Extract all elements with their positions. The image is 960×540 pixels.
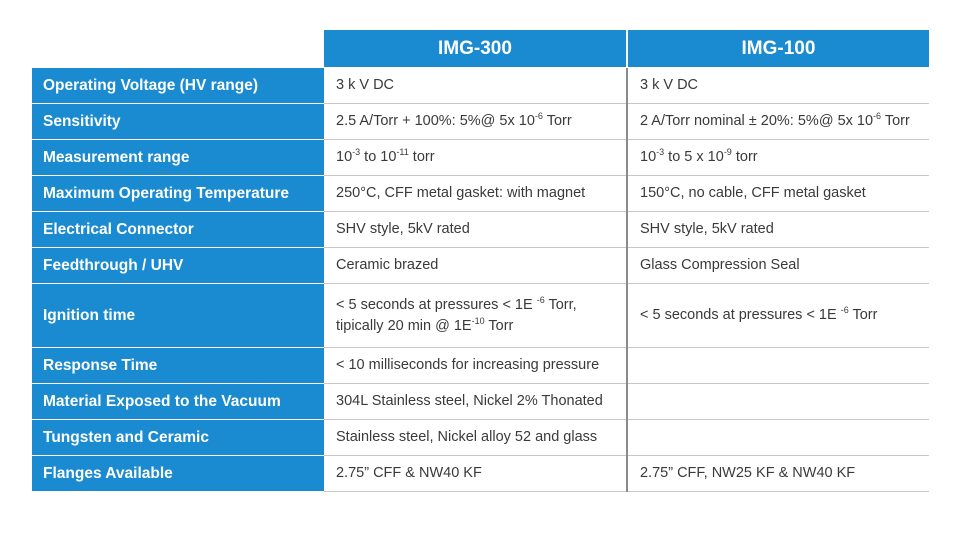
- img-100-value: [627, 419, 929, 456]
- value-text: torr: [731, 149, 758, 165]
- table-row: Measurement range 10-3 to 10-11 torr 10-…: [32, 139, 929, 176]
- value-text: Torr: [848, 307, 878, 323]
- value-text: 2 A/Torr nominal ± 20%: 5%@ 5x 10: [640, 113, 874, 129]
- table-row: Ignition time < 5 seconds at pressures <…: [32, 283, 929, 348]
- row-label: Operating Voltage (HV range): [32, 67, 324, 104]
- table-row: Maximum Operating Temperature 250°C, CFF…: [32, 175, 929, 212]
- row-label: Electrical Connector: [32, 211, 324, 248]
- value-text: torr: [408, 149, 435, 165]
- value-exponent: -11: [396, 147, 409, 157]
- spec-comparison-table: IMG-300 IMG-100 Operating Voltage (HV ra…: [32, 30, 929, 492]
- img-300-value: Stainless steel, Nickel alloy 52 and gla…: [324, 419, 628, 456]
- img-300-value: < 5 seconds at pressures < 1E -6 Torr, t…: [324, 283, 628, 348]
- spec-table: IMG-300 IMG-100 Operating Voltage (HV ra…: [32, 30, 929, 492]
- value-exponent: -6: [536, 294, 545, 305]
- value-text: Torr: [881, 113, 910, 129]
- img-100-value: 10-3 to 5 x 10-9 torr: [627, 139, 929, 176]
- table-row: Operating Voltage (HV range) 3 k V DC 3 …: [32, 67, 929, 104]
- value-text: Torr: [542, 113, 572, 129]
- row-label: Measurement range: [32, 139, 324, 176]
- value-exponent: -3: [656, 147, 665, 157]
- img-100-value: Glass Compression Seal: [627, 247, 929, 284]
- value-text: 10: [336, 149, 353, 165]
- value-exponent: -6: [840, 305, 849, 315]
- value-exponent: -6: [534, 111, 543, 121]
- row-label: Maximum Operating Temperature: [32, 175, 324, 212]
- value-text: Torr,: [544, 296, 577, 313]
- column-header-img-100: IMG-100: [627, 30, 929, 68]
- value-text: 10: [640, 149, 657, 165]
- img-300-value: 3 k V DC: [324, 67, 628, 104]
- img-300-value: SHV style, 5kV rated: [324, 211, 628, 248]
- img-300-value: 2.75” CFF & NW40 KF: [324, 455, 628, 492]
- row-label: Feedthrough / UHV: [32, 247, 324, 284]
- img-100-value: 150°C, no cable, CFF metal gasket: [627, 175, 929, 212]
- value-text: Torr: [484, 317, 514, 334]
- img-100-value: [627, 383, 929, 420]
- value-text: 2.5 A/Torr + 100%: 5%@ 5x 10: [336, 113, 535, 129]
- value-line: < 5 seconds at pressures < 1E -6 Torr,: [336, 295, 626, 316]
- value-exponent: -9: [723, 147, 732, 157]
- table-row: Flanges Available 2.75” CFF & NW40 KF 2.…: [32, 455, 929, 492]
- value-text: < 5 seconds at pressures < 1E: [336, 296, 537, 313]
- value-text: < 5 seconds at pressures < 1E: [640, 307, 841, 323]
- row-label: Ignition time: [32, 283, 324, 348]
- img-100-value: [627, 347, 929, 384]
- img-300-value: 304L Stainless steel, Nickel 2% Thonated: [324, 383, 628, 420]
- table-row: Tungsten and Ceramic Stainless steel, Ni…: [32, 419, 929, 456]
- row-label: Response Time: [32, 347, 324, 384]
- value-text: tipically 20 min @ 1E: [336, 317, 472, 334]
- img-300-value: 10-3 to 10-11 torr: [324, 139, 628, 176]
- column-header-img-300: IMG-300: [324, 30, 628, 68]
- empty-corner-cell: [32, 30, 324, 68]
- table-row: Response Time < 10 milliseconds for incr…: [32, 347, 929, 384]
- row-label: Flanges Available: [32, 455, 324, 492]
- img-300-value: 250°C, CFF metal gasket: with magnet: [324, 175, 628, 212]
- img-300-value: 2.5 A/Torr + 100%: 5%@ 5x 10-6 Torr: [324, 103, 628, 140]
- value-exponent: -3: [352, 147, 361, 157]
- img-100-value: 2.75” CFF, NW25 KF & NW40 KF: [627, 455, 929, 492]
- row-label: Material Exposed to the Vacuum: [32, 383, 324, 420]
- value-text: to 5 x 10: [664, 149, 724, 165]
- img-300-value: < 10 milliseconds for increasing pressur…: [324, 347, 628, 384]
- table-row: Sensitivity 2.5 A/Torr + 100%: 5%@ 5x 10…: [32, 103, 929, 140]
- table-row: Material Exposed to the Vacuum 304L Stai…: [32, 383, 929, 420]
- value-exponent: -10: [471, 315, 485, 326]
- value-text: to 10: [360, 149, 397, 165]
- row-label: Sensitivity: [32, 103, 324, 140]
- img-300-value: Ceramic brazed: [324, 247, 628, 284]
- value-line: tipically 20 min @ 1E-10 Torr: [336, 316, 626, 337]
- table-row: Feedthrough / UHV Ceramic brazed Glass C…: [32, 247, 929, 284]
- img-100-value: 3 k V DC: [627, 67, 929, 104]
- img-100-value: < 5 seconds at pressures < 1E -6 Torr: [627, 283, 929, 348]
- img-100-value: 2 A/Torr nominal ± 20%: 5%@ 5x 10-6 Torr: [627, 103, 929, 140]
- table-row: Electrical Connector SHV style, 5kV rate…: [32, 211, 929, 248]
- img-100-value: SHV style, 5kV rated: [627, 211, 929, 248]
- value-exponent: -6: [873, 111, 882, 121]
- row-label: Tungsten and Ceramic: [32, 419, 324, 456]
